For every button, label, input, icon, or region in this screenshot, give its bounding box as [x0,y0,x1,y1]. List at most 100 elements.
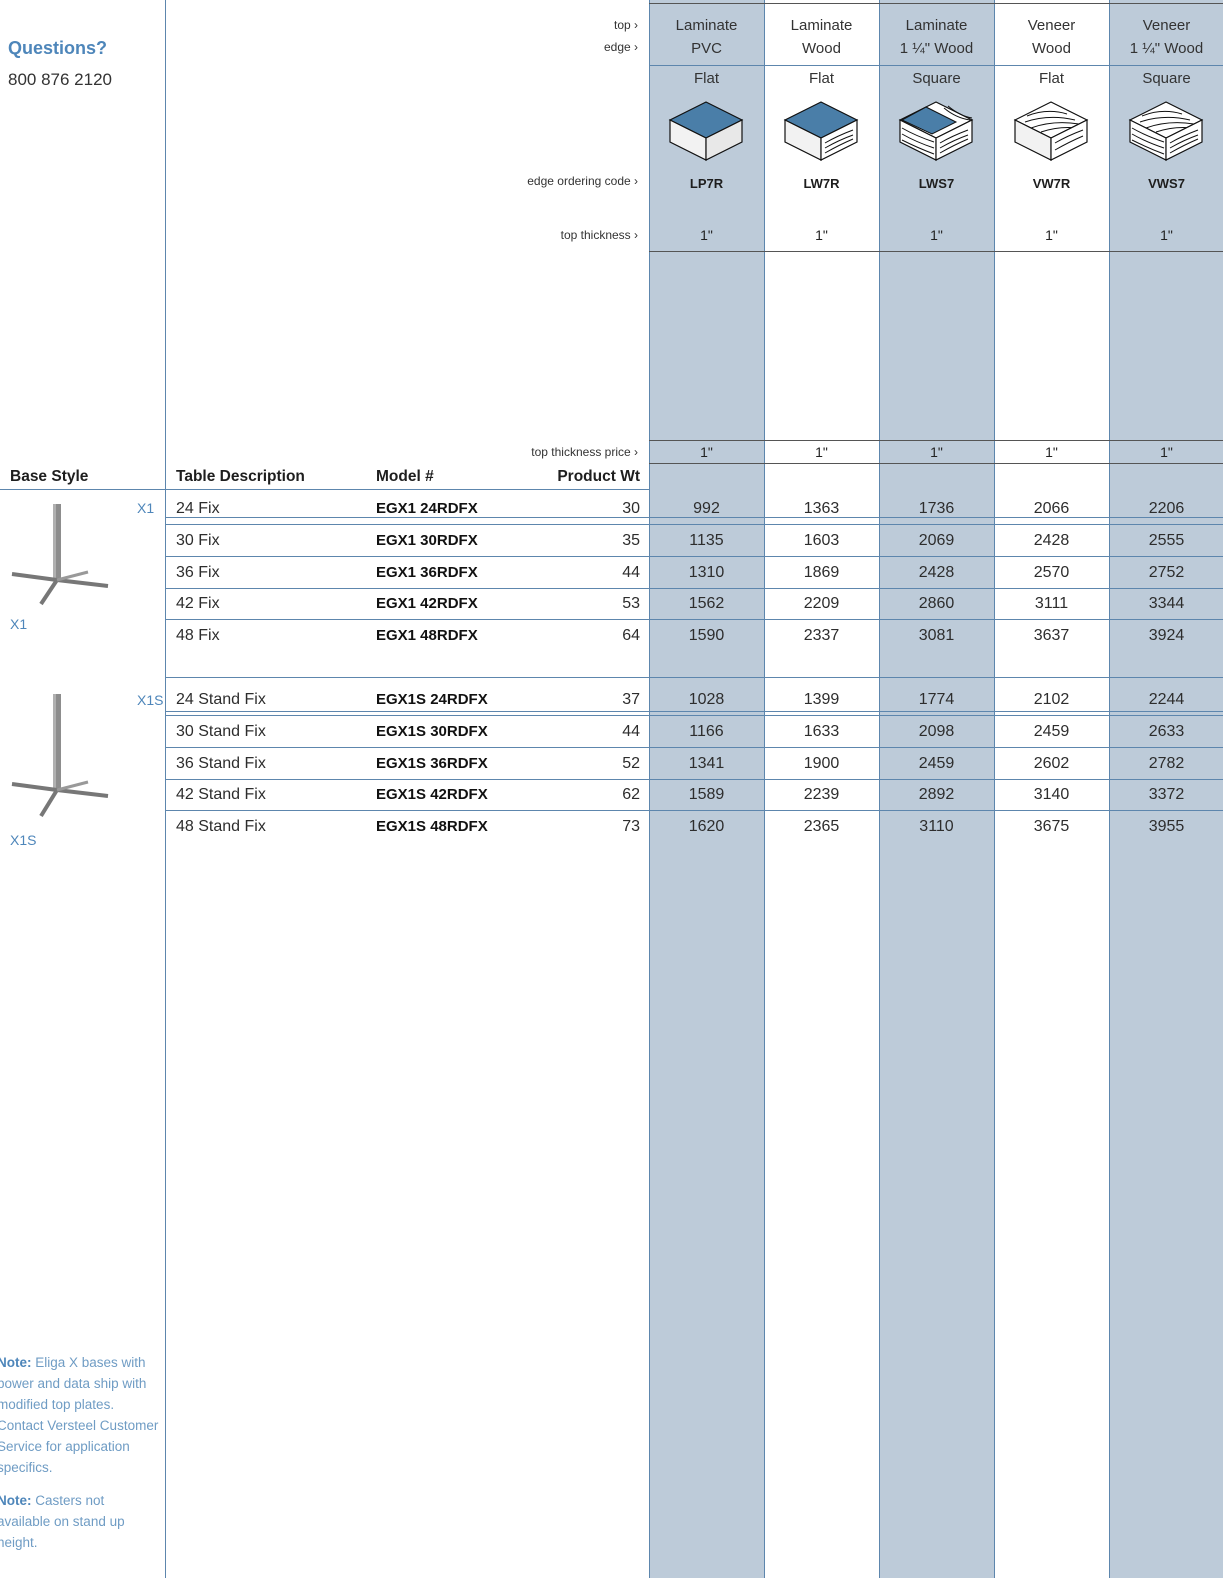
group-top-divider [165,677,1223,679]
row-price-col4: 2459 [1033,722,1070,740]
col3-top: Laminate [905,17,968,34]
thickness-bottom-line [649,251,1223,252]
col5-price-thickness: 1" [1160,444,1173,460]
col1-code: LP7R [689,176,724,191]
x1-group-separator [165,517,1223,518]
row-price-col5: 2555 [1148,531,1185,549]
label-top-thickness: top thickness › [560,228,638,242]
header-description: Table Description [176,468,305,485]
row-divider [165,524,1223,525]
row-product-weight: 35 [622,531,640,549]
row-description: 30 Stand Fix [176,722,266,740]
row-price-col2: 1363 [803,500,840,517]
col2-thickness: 1" [815,227,828,243]
veneer-square-edge-icon [1128,101,1204,161]
row-model-number: EGX1S 48RDFX [376,818,488,836]
col3-thickness: 1" [930,227,943,243]
header-model: Model # [376,468,434,485]
note-2-text: Casters not available on stand up height… [0,1493,125,1550]
row-description: 24 Stand Fix [176,691,266,708]
col3-profile: Square [912,70,961,87]
row-price-col5: 3955 [1148,818,1185,836]
row-price-col2: 2337 [803,627,840,645]
row-price-col3: 2428 [918,563,955,581]
header-base-style: Base Style [10,468,89,485]
row-price-col5: 2782 [1148,754,1185,772]
row-model-number: EGX1S 30RDFX [376,722,488,740]
row-product-weight: 52 [622,754,640,772]
row-description: 36 Fix [176,563,220,581]
row-price-col1: 1166 [689,722,724,740]
row-model-number: EGX1 42RDFX [376,595,478,613]
row-product-weight: 73 [622,818,640,836]
row-price-col3: 2860 [918,595,955,613]
row-price-col5: 3344 [1148,595,1185,613]
phone-number[interactable]: 800 876 2120 [8,70,112,89]
x1-base-icon [11,504,109,606]
x1s-tag: X1S [137,692,164,708]
row-price-col1: 1341 [688,754,725,772]
laminate-square-wood-edge-icon [898,101,974,161]
row-divider [165,715,1223,716]
col1-profile: Flat [693,70,719,87]
row-divider [165,810,1223,812]
col4-price-thickness: 1" [1045,444,1058,460]
col1-edge: PVC [691,40,722,57]
label-edge: edge › [603,40,638,54]
questions-title: Questions? [8,38,108,58]
row-price-col3: 3110 [919,818,954,836]
row-price-col4: 3637 [1033,627,1070,645]
col-line-3 [879,0,880,1578]
row-divider [165,746,1223,748]
row-price-col3: 2459 [918,754,955,772]
row-model-number: EGX1S 36RDFX [376,754,488,772]
price-top-line [649,440,1223,441]
row-divider [165,555,1223,557]
x1-label: X1 [10,616,28,632]
row-description: 48 Stand Fix [176,818,266,836]
row-price-col5: 2752 [1148,563,1185,581]
note-1-text: Eliga X bases with power and data ship w… [0,1355,159,1475]
note-2-label: Note: [0,1493,32,1508]
col2-code: LW7R [803,176,840,191]
row-description: 36 Stand Fix [176,754,266,772]
laminate-flat-edge-icon [668,101,744,161]
row-product-weight: 30 [622,500,640,517]
row-price-col4: 3140 [1033,786,1070,804]
row-price-col3: 1736 [918,500,955,517]
col4-thickness: 1" [1045,227,1058,243]
col2-profile: Flat [808,70,834,87]
column-shade-5 [1109,0,1223,1578]
row-price-col5: 2633 [1148,722,1185,740]
row-product-weight: 64 [622,627,640,645]
row-product-weight: 53 [622,595,640,613]
price-bottom-line [649,463,1223,464]
x1s-base-icon [11,694,109,818]
column-shade-1 [649,0,764,1578]
row-model-number: EGX1 24RDFX [376,500,478,517]
row-product-weight: 37 [622,691,640,708]
label-edge-code: edge ordering code › [527,174,638,188]
header-underline [0,489,649,490]
col5-profile: Square [1142,70,1191,87]
row-price-col3: 2892 [918,786,955,804]
row-price-col4: 2602 [1033,754,1070,772]
x1-tag: X1 [137,500,155,516]
row-price-col5: 2244 [1148,691,1185,708]
row-price-col3: 2069 [918,531,955,549]
col-line-4 [994,0,995,1578]
row-price-col2: 1900 [803,754,840,772]
col4-top: Veneer [1027,17,1076,34]
row-price-col4: 3675 [1033,818,1070,836]
col4-edge: Wood [1032,40,1071,57]
row-price-col2: 2209 [803,595,840,613]
row-price-col2: 1603 [803,531,840,549]
row-price-col2: 1633 [803,722,840,740]
row-product-weight: 44 [622,563,640,581]
col-line-1 [649,0,650,1578]
row-divider [165,587,1223,589]
row-price-col5: 3924 [1148,627,1185,645]
row-price-col1: 1589 [688,786,725,804]
col2-price-thickness: 1" [815,444,828,460]
row-model-number: EGX1 48RDFX [376,627,478,645]
